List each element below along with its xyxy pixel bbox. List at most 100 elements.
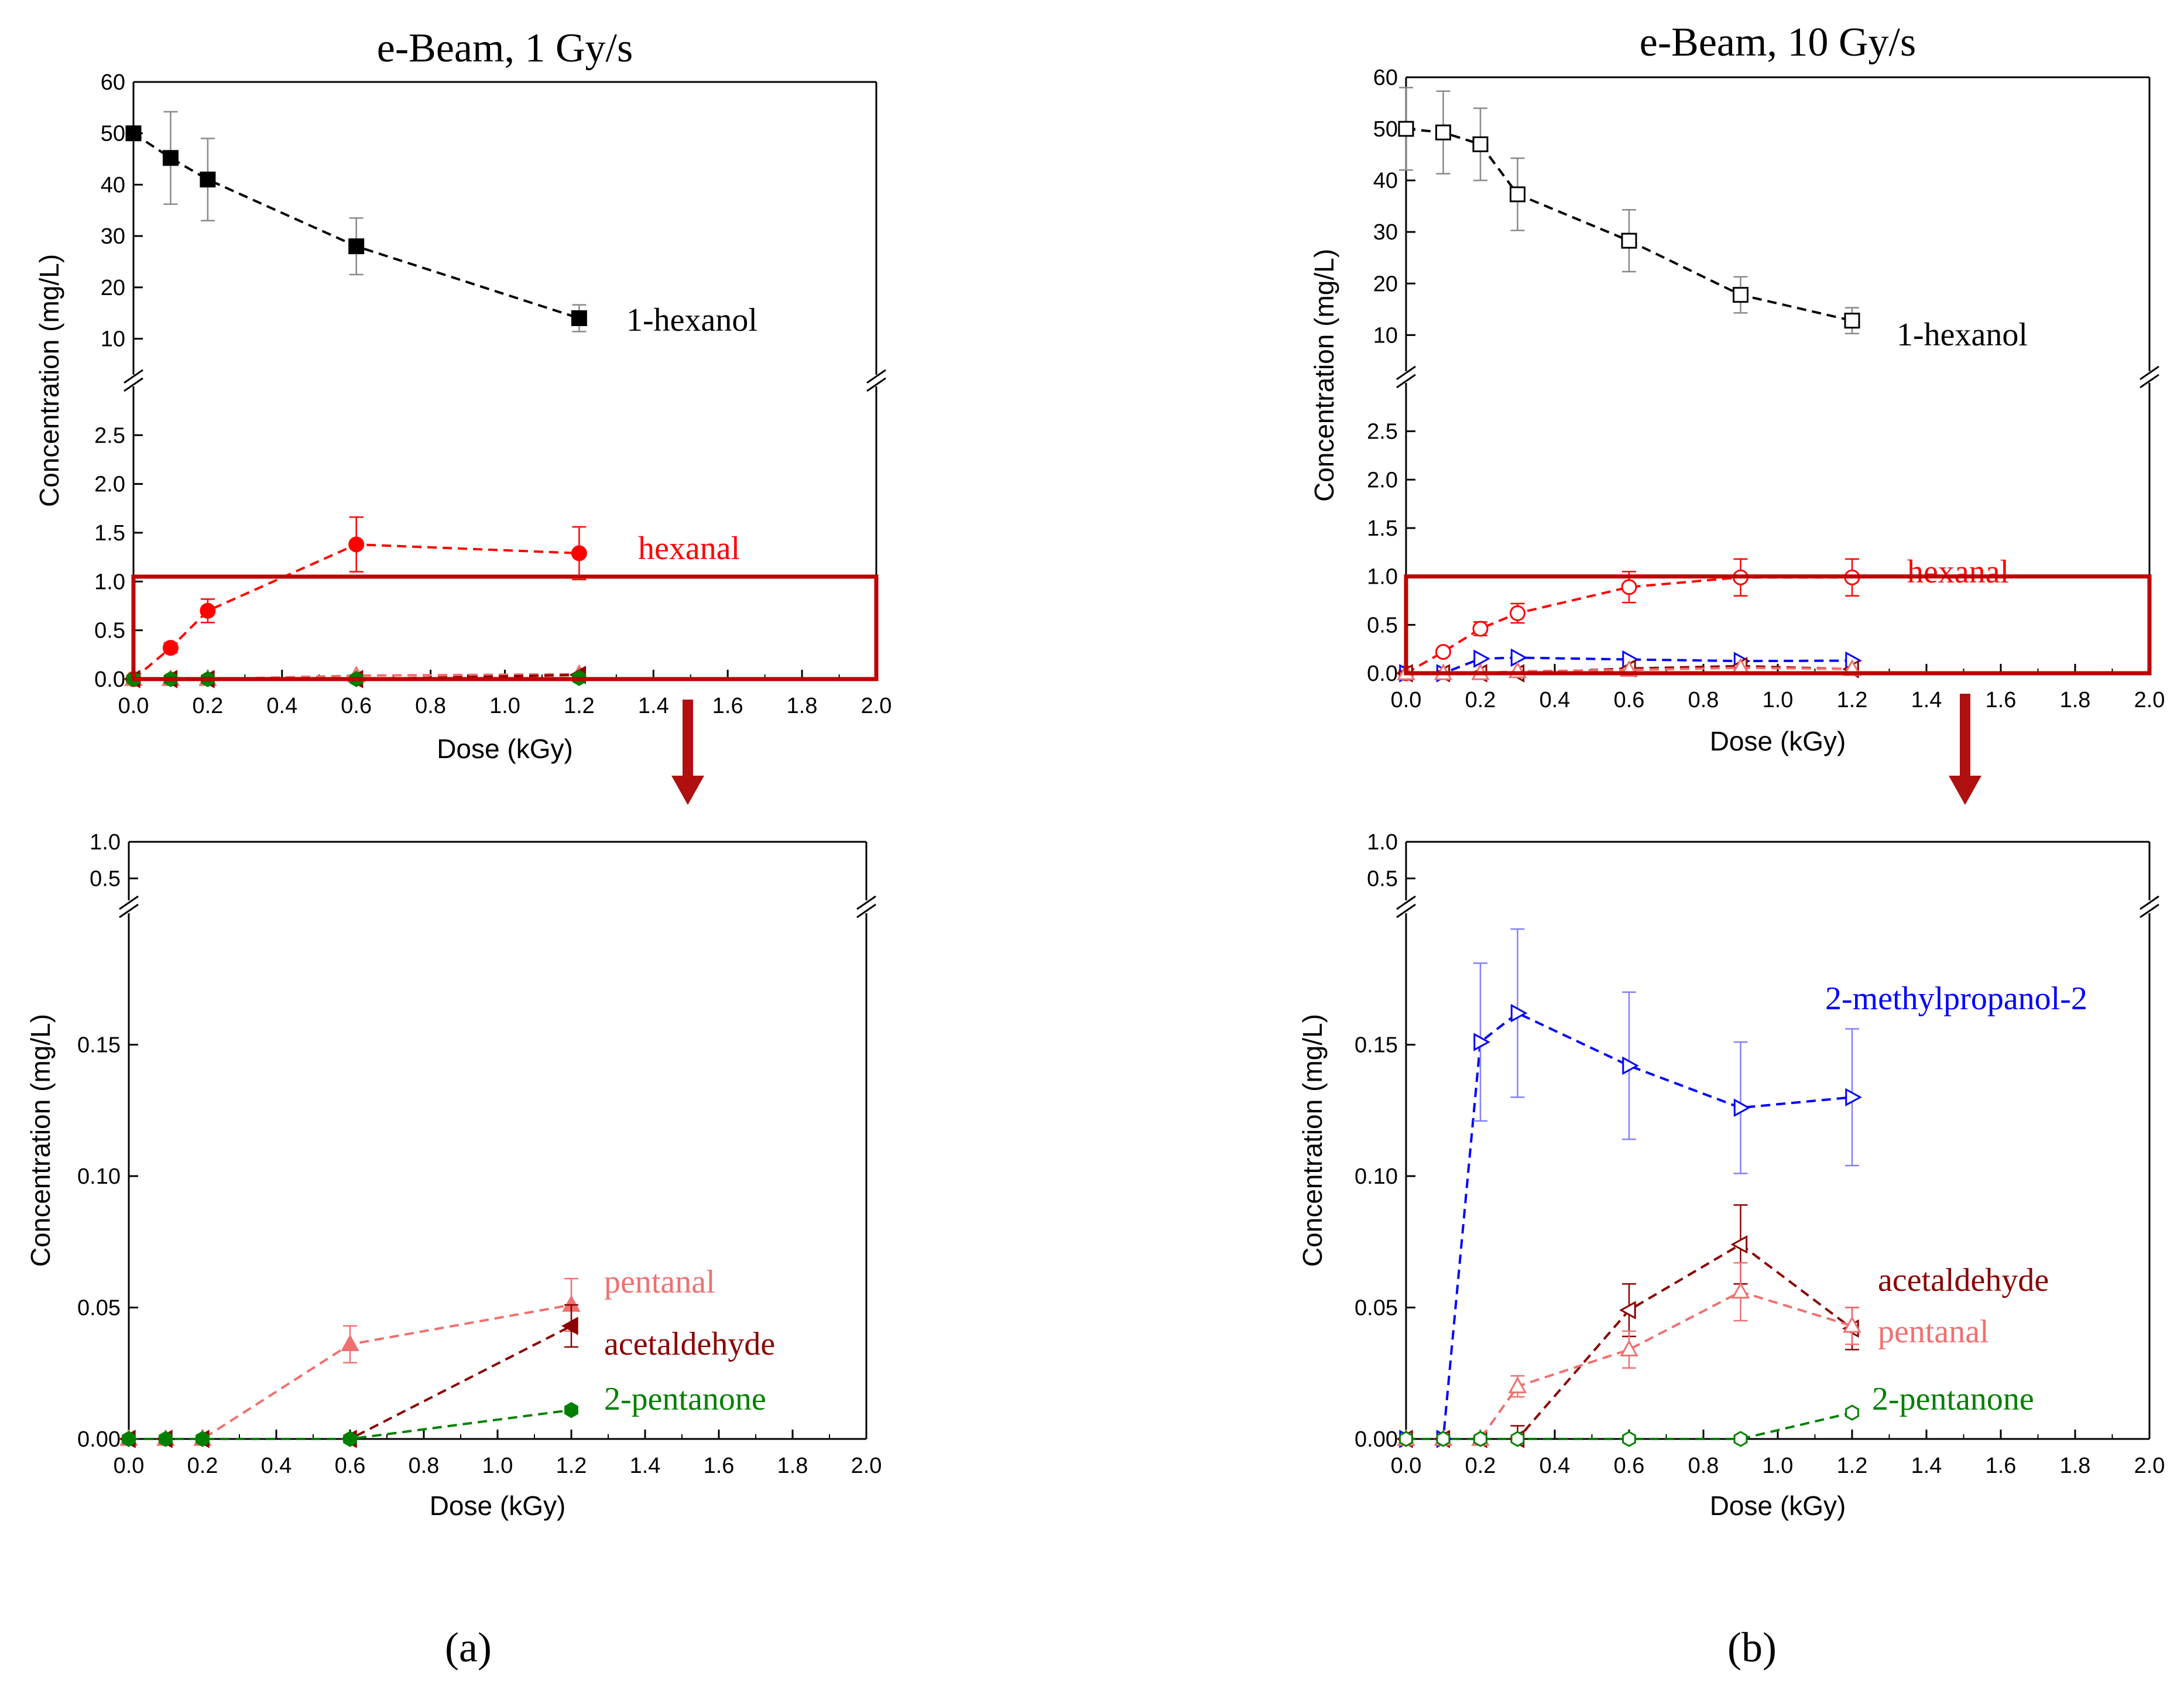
- y-tick-label: 0.5: [1367, 867, 1398, 892]
- x-tick-label: 2.0: [851, 1454, 882, 1478]
- x-tick-label: 0.6: [341, 694, 372, 718]
- y-tick-label: 0.10: [77, 1164, 121, 1189]
- x-tick-label: 0.0: [1391, 1454, 1422, 1478]
- axis-break-right-lower: [866, 377, 886, 392]
- data-point-2-pentanone: [159, 1431, 173, 1447]
- overlays: [671, 694, 1981, 805]
- zoom-box: [131, 574, 879, 681]
- annotation-acetaldehyde: acetaldehyde: [1878, 1262, 2049, 1298]
- x-axis-label: Dose (kGy): [430, 1490, 566, 1521]
- series-line-1-hexanol: [132, 132, 580, 320]
- axis-break-left-lower: [1396, 903, 1416, 919]
- axis-break-right-lower: [2140, 373, 2159, 389]
- series-line-2-pentanone: [129, 1409, 572, 1440]
- x-tick-label: 0.0: [1391, 688, 1422, 712]
- y-tick-label: 0.10: [1355, 1164, 1398, 1189]
- y-tick-label: 0.15: [77, 1033, 121, 1058]
- y-axis-label: Concentration (mg/L): [34, 254, 64, 507]
- data-point-2-methylpropanol-2: [1510, 648, 1528, 667]
- x-tick-label: 0.2: [192, 694, 223, 718]
- x-tick-label: 0.8: [1688, 688, 1719, 712]
- annotation-2-pentanone: 2-pentanone: [1872, 1381, 2034, 1417]
- y-tick-label: 30: [101, 224, 125, 249]
- x-tick-label: 0.6: [1614, 1454, 1645, 1478]
- data-point-1-hexanol: [571, 310, 587, 327]
- y-tick-label: 20: [101, 276, 125, 300]
- y-tick-label: 2.5: [1367, 420, 1398, 444]
- y-tick-label: 0.00: [1355, 1427, 1398, 1452]
- x-tick-label: 1.6: [1986, 1454, 2017, 1478]
- data-point-1-hexanol: [1510, 186, 1525, 203]
- x-tick-label: 1.4: [1911, 1454, 1942, 1478]
- data-point-1-hexanol: [1621, 232, 1637, 249]
- data-point-pentanal: [1508, 1376, 1527, 1393]
- data-point-hexanal: [162, 640, 179, 656]
- x-tick-label: 0.8: [415, 694, 446, 718]
- x-tick-label: 0.4: [261, 1454, 292, 1478]
- x-tick-label: 1.8: [787, 694, 818, 718]
- annotation-2-pentanone: 2-pentanone: [604, 1381, 766, 1417]
- x-tick-label: 2.0: [861, 694, 892, 718]
- annotation-hexanal: hexanal: [1907, 554, 2009, 590]
- x-tick-label: 2.0: [2134, 1454, 2165, 1478]
- chart-title: e-Beam, 1 Gy/s: [377, 26, 633, 71]
- data-point-1-hexanol: [348, 238, 365, 255]
- x-tick-label: 1.0: [489, 694, 520, 718]
- x-tick-label: 0.4: [266, 694, 297, 718]
- y-tick-label: 50: [101, 122, 125, 146]
- x-tick-label: 1.4: [638, 694, 669, 718]
- data-point-pentanal: [1620, 1339, 1638, 1357]
- series-1-hexanol: [125, 111, 587, 333]
- data-point-pentanal: [341, 1334, 359, 1352]
- data-point-acetaldehyde: [1619, 1301, 1636, 1320]
- axis-break-right-upper: [856, 895, 876, 910]
- series-2-pentanone: [1399, 1404, 1859, 1447]
- x-tick-label: 0.0: [118, 694, 149, 718]
- y-tick-label: 1.0: [1367, 830, 1398, 855]
- x-tick-label: 1.6: [704, 1454, 735, 1478]
- axis-break-left-lower: [124, 377, 143, 392]
- data-point-pentanal: [1731, 1281, 1750, 1299]
- x-tick-label: 1.4: [630, 1454, 661, 1478]
- series-1-hexanol: [1398, 87, 1860, 334]
- y-tick-label: 20: [1373, 272, 1398, 296]
- zoom-arrow-head: [1949, 776, 1981, 805]
- chart-panel-b-top: e-Beam, 10 Gy/s 0.0 0.2 0.4 0.6 0.8 1.0 1.2 1.4 1…: [1309, 20, 2165, 756]
- x-axis-label: Dose (kGy): [1710, 1490, 1846, 1521]
- x-tick-label: 1.2: [1837, 1454, 1868, 1478]
- data-point-acetaldehyde: [1730, 1235, 1748, 1254]
- y-tick-label: 2.0: [94, 472, 125, 497]
- annotation-pentanal: pentanal: [604, 1264, 715, 1300]
- y-axis-label: Concentration (mg/L): [25, 1014, 56, 1267]
- y-axis-label: Concentration (mg/L): [1297, 1014, 1328, 1267]
- y-tick-label: 1.0: [1367, 565, 1398, 590]
- data-point-pentanal: [1843, 1316, 1861, 1333]
- axis-break-left-upper: [1396, 895, 1416, 910]
- x-tick-label: 1.8: [2060, 688, 2091, 712]
- data-point-2-pentanone: [122, 1431, 136, 1447]
- x-tick-label: 1.8: [777, 1454, 808, 1478]
- y-tick-label: 0.5: [94, 619, 125, 643]
- x-tick-label: 0.2: [1465, 1454, 1496, 1478]
- y-tick-label: 10: [1373, 323, 1398, 348]
- data-point-2-pentanone: [564, 1401, 578, 1418]
- data-point-1-hexanol: [162, 150, 179, 166]
- y-tick-label: 0.5: [1367, 613, 1398, 638]
- panel-label-a: (a): [445, 1624, 492, 1671]
- x-tick-label: 1.2: [1837, 688, 1868, 712]
- x-tick-label: 0.6: [335, 1454, 366, 1478]
- y-tick-label: 40: [1373, 169, 1398, 193]
- y-tick-label: 2.0: [1367, 468, 1398, 492]
- y-tick-label: 1.0: [94, 570, 125, 594]
- data-point-2-pentanone: [1622, 1431, 1636, 1447]
- axis-break-right-upper: [2140, 365, 2159, 381]
- annotation-1-hexanol: 1-hexanol: [626, 302, 757, 338]
- x-tick-label: 0.8: [409, 1454, 440, 1478]
- chart-title: e-Beam, 10 Gy/s: [1640, 20, 1916, 65]
- data-point-2-methylpropanol-2: [1845, 1088, 1862, 1107]
- y-tick-label: 0.15: [1355, 1033, 1398, 1058]
- y-tick-label: 40: [101, 173, 125, 197]
- x-tick-label: 0.8: [1688, 1454, 1719, 1478]
- x-tick-label: 0.6: [1614, 688, 1645, 712]
- data-point-1-hexanol: [1472, 136, 1489, 152]
